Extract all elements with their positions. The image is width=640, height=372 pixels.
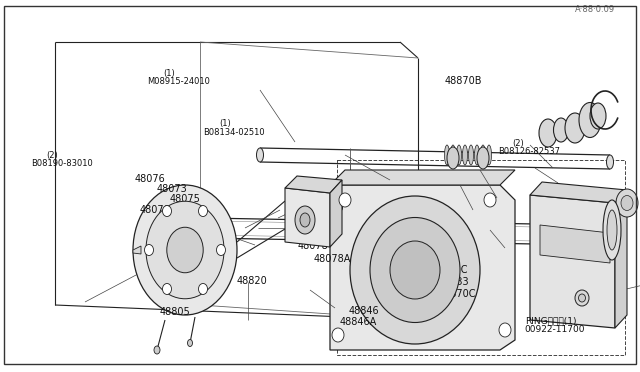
Ellipse shape [257,148,264,162]
Ellipse shape [146,201,224,299]
Text: 48870C: 48870C [430,265,468,275]
Polygon shape [530,195,615,328]
Polygon shape [540,225,610,263]
Ellipse shape [300,213,310,227]
Text: RINGリング(1): RINGリング(1) [525,316,576,325]
Polygon shape [133,246,141,254]
Ellipse shape [133,185,237,315]
Text: 48075: 48075 [170,194,200,204]
Ellipse shape [539,119,557,147]
Ellipse shape [339,193,351,207]
Ellipse shape [579,294,586,302]
Ellipse shape [474,145,479,165]
Ellipse shape [484,193,496,207]
Text: 48078: 48078 [298,241,328,250]
Text: B08190-83010: B08190-83010 [31,159,92,168]
Text: (2): (2) [47,151,58,160]
Text: 48846: 48846 [349,306,380,315]
Polygon shape [530,182,627,203]
Ellipse shape [295,206,315,234]
Text: B08126-82537: B08126-82537 [498,147,560,156]
Ellipse shape [477,147,489,169]
Text: A·88·0.09: A·88·0.09 [575,5,615,14]
Polygon shape [330,185,515,350]
Polygon shape [285,188,330,247]
Text: B08134-02510: B08134-02510 [204,128,265,137]
Text: 48073: 48073 [157,184,188,194]
Text: (1): (1) [219,119,230,128]
Text: 48870C: 48870C [438,289,476,299]
Ellipse shape [579,103,601,138]
Text: M08915-24010: M08915-24010 [147,77,210,86]
Ellipse shape [463,145,467,165]
Text: (1): (1) [163,69,175,78]
Text: 48860: 48860 [314,203,344,213]
Text: 48070: 48070 [140,205,170,215]
Ellipse shape [621,196,633,211]
Ellipse shape [198,283,207,295]
Text: 00922-11700: 00922-11700 [525,325,586,334]
Ellipse shape [586,225,594,245]
Ellipse shape [163,205,172,217]
Ellipse shape [445,145,449,165]
Text: 48076: 48076 [134,174,165,184]
Polygon shape [615,190,627,328]
Ellipse shape [456,145,461,165]
Ellipse shape [616,189,638,217]
Ellipse shape [468,145,474,165]
Ellipse shape [370,218,460,323]
Ellipse shape [390,241,440,299]
Ellipse shape [607,210,617,250]
Ellipse shape [201,218,209,238]
Text: 48820: 48820 [237,276,268,286]
Ellipse shape [565,113,585,143]
Ellipse shape [447,147,459,169]
Text: 48805: 48805 [160,308,191,317]
Ellipse shape [575,290,589,306]
Ellipse shape [486,145,492,165]
Text: (2): (2) [512,139,524,148]
Polygon shape [285,176,342,193]
Ellipse shape [607,155,614,169]
Polygon shape [330,170,515,185]
Ellipse shape [145,244,154,256]
Ellipse shape [154,346,160,354]
Ellipse shape [167,227,204,273]
Ellipse shape [332,328,344,342]
Ellipse shape [198,205,207,217]
Ellipse shape [188,340,193,346]
Ellipse shape [499,323,511,337]
Text: 48870B: 48870B [445,76,483,86]
Ellipse shape [481,145,486,165]
Ellipse shape [350,196,480,344]
Ellipse shape [603,200,621,260]
Text: 48846A: 48846A [339,317,376,327]
Text: 48933: 48933 [438,277,469,287]
Ellipse shape [451,145,456,165]
Ellipse shape [163,283,172,295]
Ellipse shape [554,118,568,142]
Text: 48078A: 48078A [314,254,351,263]
Polygon shape [330,180,342,247]
Ellipse shape [590,103,606,129]
Ellipse shape [216,244,225,256]
